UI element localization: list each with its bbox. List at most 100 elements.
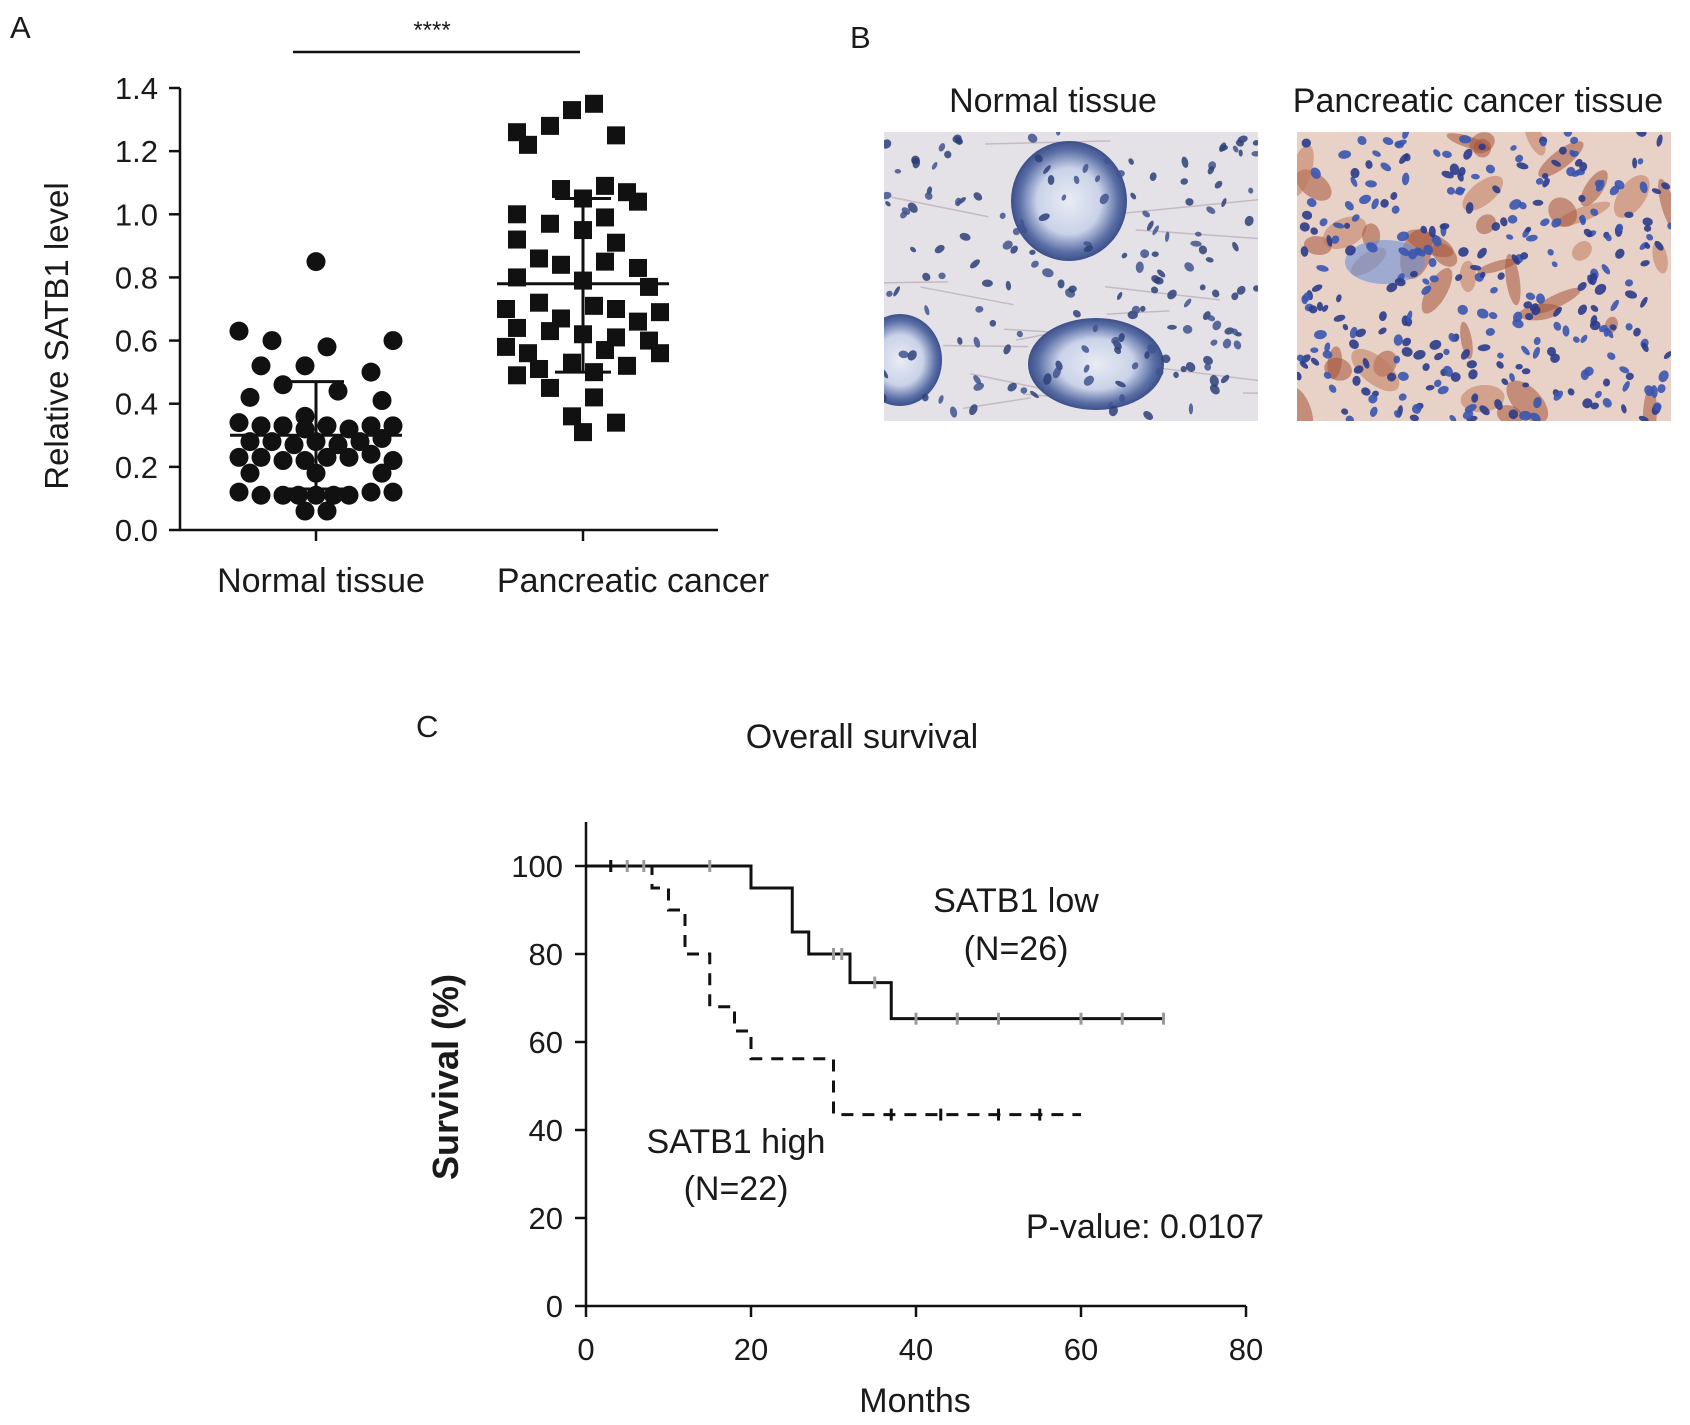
panel-c-letter: C bbox=[416, 709, 438, 744]
nucleus-dot bbox=[1368, 394, 1378, 404]
nucleus-dot bbox=[1654, 240, 1664, 251]
nucleus-dot bbox=[1519, 410, 1532, 421]
nucleus-dot bbox=[1594, 390, 1602, 399]
normal-tissue-point bbox=[273, 375, 293, 395]
nucleus-dot bbox=[1144, 351, 1150, 359]
nucleus-dot bbox=[1558, 146, 1567, 155]
nucleus-dot bbox=[1310, 167, 1321, 179]
cancer-tissue-point bbox=[508, 230, 526, 249]
nucleus-dot bbox=[969, 404, 978, 416]
nucleus-dot bbox=[1056, 132, 1061, 136]
normal-tissue-point bbox=[273, 416, 293, 436]
high-series-label: SATB1 high bbox=[647, 1123, 826, 1161]
nucleus-dot bbox=[1466, 360, 1478, 369]
nucleus-dot bbox=[1646, 233, 1654, 241]
nucleus-dot bbox=[1622, 381, 1630, 392]
nucleus-dot bbox=[1508, 409, 1519, 420]
nucleus-dot bbox=[1042, 268, 1054, 278]
nucleus-dot bbox=[1551, 261, 1558, 268]
nucleus-dot bbox=[1478, 143, 1487, 151]
nucleus-dot bbox=[1532, 199, 1544, 206]
nucleus-dot bbox=[1184, 262, 1195, 272]
nucleus-dot bbox=[1403, 153, 1411, 162]
nucleus-dot bbox=[907, 350, 917, 361]
cancer-tissue-point bbox=[607, 126, 625, 145]
y-tick-label: 20 bbox=[529, 1201, 563, 1236]
nucleus-dot bbox=[1479, 405, 1490, 416]
nucleus-dot bbox=[1535, 178, 1544, 185]
nucleus-dot bbox=[1525, 234, 1538, 242]
cancer-tissue-point bbox=[552, 180, 570, 199]
nucleus-dot bbox=[924, 305, 930, 316]
y-tick-label: 0 bbox=[546, 1289, 563, 1324]
nucleus-dot bbox=[1401, 172, 1410, 186]
nucleus-dot bbox=[1308, 305, 1318, 314]
normal-tissue-point bbox=[372, 463, 392, 483]
cancer-tissue-point bbox=[596, 252, 614, 271]
nucleus-dot bbox=[1151, 275, 1161, 284]
x-category-label: Normal tissue bbox=[217, 562, 425, 600]
nucleus-dot bbox=[1131, 362, 1139, 370]
cancer-tissue-point bbox=[508, 366, 526, 385]
nucleus-dot bbox=[1151, 251, 1159, 257]
nucleus-dot bbox=[1523, 301, 1533, 309]
nucleus-dot bbox=[1641, 342, 1649, 352]
normal-tissue-point bbox=[328, 381, 348, 401]
high-series-n-label: (N=22) bbox=[684, 1170, 789, 1208]
nucleus-dot bbox=[1131, 305, 1141, 315]
nucleus-dot bbox=[1349, 326, 1358, 339]
nucleus-dot bbox=[1185, 198, 1194, 206]
normal-tissue-point bbox=[372, 391, 392, 411]
nucleus-dot bbox=[1019, 219, 1025, 228]
nucleus-dot bbox=[1533, 337, 1541, 346]
cancer-tissue-point bbox=[530, 249, 548, 268]
nucleus-dot bbox=[1332, 222, 1345, 229]
nucleus-dot bbox=[1147, 344, 1157, 354]
nucleus-dot bbox=[1651, 188, 1662, 195]
nucleus-dot bbox=[1657, 384, 1666, 394]
nucleus-dot bbox=[1344, 222, 1351, 229]
normal-tissue-micrograph bbox=[884, 132, 1258, 421]
nucleus-dot bbox=[973, 382, 985, 391]
nucleus-dot bbox=[1207, 166, 1215, 175]
cancer-tissue-point bbox=[629, 192, 647, 211]
stain-blob bbox=[1462, 175, 1504, 211]
nucleus-dot bbox=[886, 290, 893, 297]
stain-blob bbox=[1297, 386, 1314, 421]
normal-tissue-point bbox=[295, 356, 315, 376]
nucleus-dot bbox=[1020, 387, 1028, 394]
normal-tissue-point bbox=[229, 482, 249, 502]
nucleus-dot bbox=[1540, 140, 1547, 147]
normal-tissue-point bbox=[317, 416, 337, 436]
nucleus-dot bbox=[1328, 384, 1337, 393]
cancer-tissue-point bbox=[651, 344, 669, 363]
stain-blob bbox=[1345, 240, 1425, 284]
nucleus-dot bbox=[1520, 252, 1529, 260]
nucleus-dot bbox=[1515, 154, 1524, 163]
cancer-tissue-point bbox=[596, 176, 614, 195]
normal-tissue-point bbox=[383, 331, 403, 351]
nucleus-dot bbox=[1590, 305, 1599, 312]
nucleus-dot bbox=[1476, 308, 1489, 319]
panel-a-scatter-plot: Relative SATB1 level **** 0.0 0.2 0.4 0.6 0.… bbox=[38, 17, 769, 600]
nucleus-dot bbox=[1372, 150, 1381, 157]
nucleus-dot bbox=[1350, 167, 1360, 179]
nucleus-dot bbox=[1386, 282, 1398, 293]
nucleus-dot bbox=[1103, 157, 1111, 165]
normal-tissue-point bbox=[229, 321, 249, 341]
stain-blob bbox=[1460, 321, 1473, 360]
nucleus-dot bbox=[1449, 163, 1460, 176]
nucleus-dot bbox=[1338, 150, 1352, 159]
y-tick-label: 1.0 bbox=[115, 197, 158, 232]
nucleus-dot bbox=[1220, 374, 1230, 384]
normal-tissue-point bbox=[240, 387, 260, 407]
nucleus-dot bbox=[1205, 257, 1214, 263]
nucleus-dot bbox=[1326, 235, 1333, 247]
nucleus-dot bbox=[959, 232, 971, 241]
nucleus-dot bbox=[1488, 312, 1498, 320]
nucleus-dot bbox=[1128, 158, 1134, 165]
nucleus-dot bbox=[1167, 324, 1177, 330]
nucleus-dot bbox=[1594, 179, 1603, 188]
cancer-tissue-point bbox=[596, 208, 614, 227]
nucleus-dot bbox=[1401, 347, 1413, 357]
